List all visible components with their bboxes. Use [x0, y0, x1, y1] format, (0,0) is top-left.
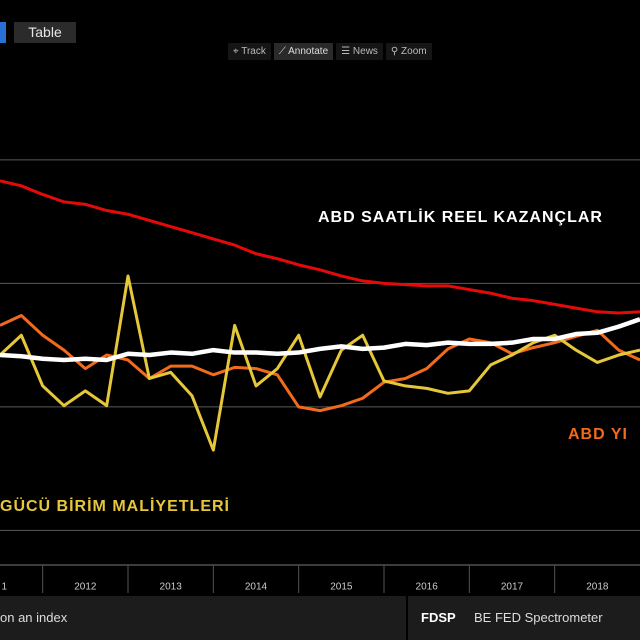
toolbar: ⌖ Track ⟋ Annotate ☰ News ⚲ Zoom — [228, 43, 432, 60]
series-line — [0, 317, 640, 363]
series-line — [0, 274, 640, 452]
tab-indicator — [0, 22, 6, 43]
button-label: News — [352, 46, 378, 57]
button-label: Track — [241, 46, 266, 57]
annotation: ABD YI — [568, 426, 628, 443]
chart: 1 2012 2013 2014 2015 2016 2017 2018 ABD SAATLİK… — [0, 159, 640, 593]
series-line — [0, 179, 640, 315]
x-tick-label: 2015 — [330, 582, 353, 593]
footer-text: on an index — [0, 610, 68, 625]
button-label: Zoom — [401, 46, 427, 57]
toolbar-button[interactable]: ⌖ Track — [228, 43, 271, 60]
function-name: BE FED Spectrometer — [474, 610, 603, 625]
toolbar-button[interactable]: ⟋ Annotate — [273, 43, 334, 60]
function-code[interactable]: FDSP — [421, 610, 456, 625]
x-tick-label: 2017 — [501, 582, 524, 593]
x-tick-label: 2013 — [160, 582, 183, 593]
series-line — [0, 313, 640, 413]
toolbar-button[interactable]: ⚲ Zoom — [385, 43, 432, 60]
toolbar-button[interactable]: ☰ News — [336, 43, 383, 60]
x-tick-label: 2014 — [245, 582, 268, 593]
tab[interactable]: Table — [14, 22, 76, 43]
x-tick-label: 2012 — [74, 582, 97, 593]
x-tick-label: 2018 — [586, 582, 609, 593]
button-label: Annotate — [288, 46, 329, 57]
annotation: GÜCÜ BİRİM MALİYETLERİ — [0, 496, 230, 515]
x-tick-label: 1 — [1, 582, 7, 593]
tab-bar: Table — [0, 22, 640, 43]
annotation: ABD SAATLİK REEL KAZANÇLAR — [318, 208, 603, 226]
x-tick-label: 2016 — [416, 582, 439, 593]
footer: on an index FDSP BE FED Spectrometer — [0, 596, 640, 640]
separator — [406, 596, 408, 640]
